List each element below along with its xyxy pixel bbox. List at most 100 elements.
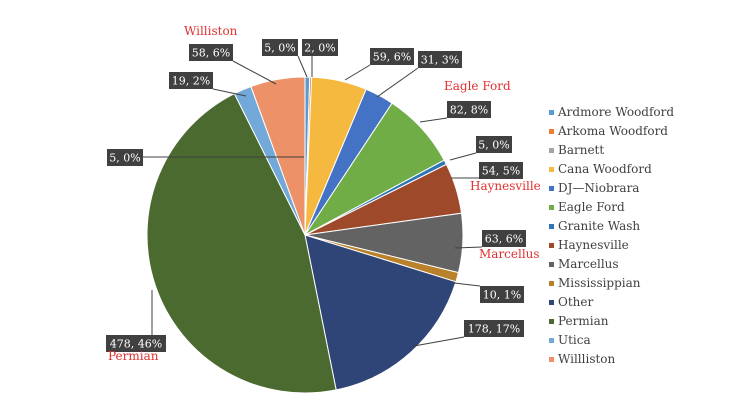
data-label-box xyxy=(447,101,491,118)
legend-entry: Haynesville xyxy=(549,238,629,252)
annotation-williston: Williston xyxy=(184,24,238,38)
legend-swatch xyxy=(549,110,554,115)
data-label-box xyxy=(476,136,512,153)
pie-slice-permian xyxy=(146,92,337,394)
legend-entry: Other xyxy=(549,295,593,309)
data-label-text: 5, 0% xyxy=(478,139,509,152)
data-label: 58, 6% xyxy=(189,44,233,61)
data-labels: 5, 0% 2, 0% 59, 6% 31, 3% 82, 8% 5, 0% 54, 5% 6… xyxy=(106,39,526,352)
annotation-marcellus: Marcellus xyxy=(479,247,540,261)
legend-swatch xyxy=(549,224,554,229)
annotations: Williston Eagle Ford Haynesville Marcellus P… xyxy=(108,24,541,363)
data-label-text: 82, 8% xyxy=(450,104,488,117)
data-label-box xyxy=(169,72,213,89)
legend-entry: Arkoma Woodford xyxy=(549,124,668,138)
legend-swatch xyxy=(549,300,554,305)
legend-entry: Cana Woodford xyxy=(549,162,652,176)
legend-label: DJ—Niobrara xyxy=(558,181,639,195)
data-label-text: 2, 0% xyxy=(304,42,335,55)
legend-label: Eagle Ford xyxy=(558,200,625,214)
legend-swatch xyxy=(549,262,554,267)
data-label: 54, 5% xyxy=(479,162,523,179)
data-label-box xyxy=(106,335,166,352)
legend-label: Other xyxy=(558,295,593,309)
legend-swatch xyxy=(549,338,554,343)
legend-label: Mississippian xyxy=(558,276,641,290)
legend-label: Arkoma Woodford xyxy=(557,124,668,138)
data-label: 82, 8% xyxy=(447,101,491,118)
leader-line xyxy=(413,336,465,347)
legend-swatch xyxy=(549,357,554,362)
legend-label: Willliston xyxy=(558,352,616,366)
legend-swatch xyxy=(549,167,554,172)
leader-line xyxy=(297,55,308,78)
legend: Ardmore Woodford Arkoma Woodford Barnett Ca… xyxy=(549,105,674,366)
legend-entry: Willliston xyxy=(549,352,616,366)
legend-swatch xyxy=(549,243,554,248)
legend-entry: Eagle Ford xyxy=(549,200,625,214)
data-label: 478, 46% xyxy=(106,335,166,352)
leader-line xyxy=(453,282,481,287)
data-label: 2, 0% xyxy=(302,39,338,56)
data-label-box xyxy=(482,230,526,247)
pie-slices xyxy=(146,76,464,394)
legend-label: Barnett xyxy=(558,143,604,157)
data-label-text: 478, 46% xyxy=(110,338,162,351)
pie-slice-willliston xyxy=(250,76,306,236)
data-label: 59, 6% xyxy=(370,48,414,65)
data-label-box xyxy=(107,149,143,166)
legend-entry: Ardmore Woodford xyxy=(549,105,674,119)
data-label-text: 54, 5% xyxy=(482,165,520,178)
leader-line xyxy=(344,64,371,81)
legend-entry: Granite Wash xyxy=(549,219,640,233)
legend-entry: Barnett xyxy=(549,143,604,157)
annotation-permian: Permian xyxy=(108,349,159,363)
data-label-text: 5, 0% xyxy=(109,152,140,165)
legend-label: Cana Woodford xyxy=(558,162,652,176)
legend-swatch xyxy=(549,129,554,134)
data-label: 19, 2% xyxy=(169,72,213,89)
data-label-text: 19, 2% xyxy=(172,75,210,88)
legend-swatch xyxy=(549,148,554,153)
data-label-box xyxy=(189,44,233,61)
data-label-box xyxy=(464,320,524,337)
legend-entry: Utica xyxy=(549,333,591,347)
leader-line xyxy=(232,60,277,85)
legend-label: Haynesville xyxy=(558,238,629,252)
legend-label: Granite Wash xyxy=(558,219,640,233)
leader-line xyxy=(376,67,419,98)
pie-slice-other xyxy=(304,234,457,391)
data-label-text: 58, 6% xyxy=(192,47,230,60)
legend-entry: Mississippian xyxy=(549,276,641,290)
data-label-box xyxy=(370,48,414,65)
data-label-box xyxy=(479,162,523,179)
data-label-box xyxy=(418,51,462,68)
data-label-text: 10, 1% xyxy=(483,289,521,302)
data-label-text: 178, 17% xyxy=(468,323,520,336)
leader-lines xyxy=(143,55,483,347)
data-label-box xyxy=(262,39,298,56)
data-label: 5, 0% xyxy=(262,39,298,56)
legend-swatch xyxy=(549,186,554,191)
data-label-text: 31, 3% xyxy=(421,54,459,67)
data-label-text: 63, 6% xyxy=(485,233,523,246)
legend-label: Ardmore Woodford xyxy=(557,105,674,119)
legend-entry: DJ—Niobrara xyxy=(549,181,639,195)
legend-swatch xyxy=(549,281,554,286)
annotation-eagle-ford: Eagle Ford xyxy=(444,79,511,93)
leader-line xyxy=(419,117,448,123)
data-label-text: 59, 6% xyxy=(373,51,411,64)
data-label-box xyxy=(480,286,524,303)
data-label: 5, 0% xyxy=(476,136,512,153)
annotation-haynesville: Haynesville xyxy=(470,179,541,193)
data-label: 10, 1% xyxy=(480,286,524,303)
data-label: 63, 6% xyxy=(482,230,526,247)
legend-label: Permian xyxy=(558,314,609,328)
legend-label: Marcellus xyxy=(558,257,619,271)
leader-line xyxy=(454,246,483,249)
data-label: 178, 17% xyxy=(464,320,524,337)
legend-entry: Marcellus xyxy=(549,257,619,271)
leader-line xyxy=(449,152,477,161)
legend-swatch xyxy=(549,319,554,324)
legend-entry: Permian xyxy=(549,314,609,328)
